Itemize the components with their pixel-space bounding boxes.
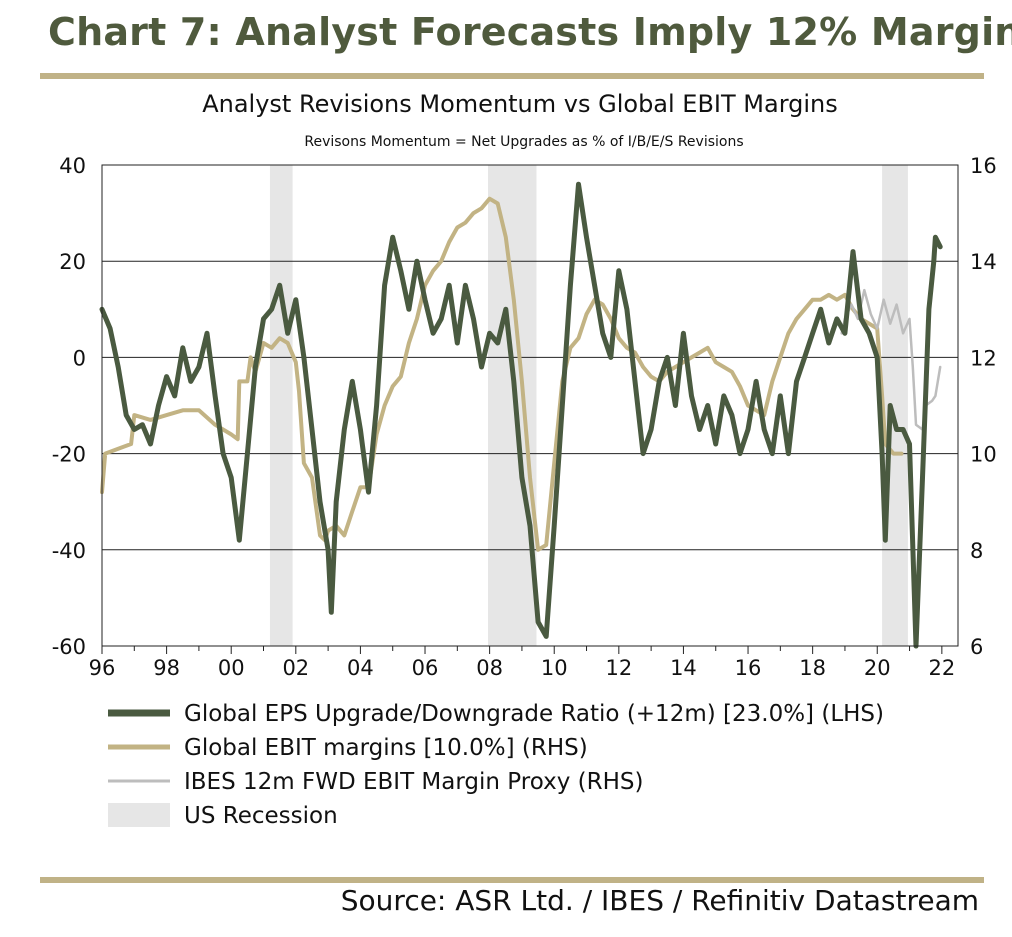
y-left-tick-label--20: -20 <box>52 443 86 467</box>
x-tick-label-12: 12 <box>605 656 632 680</box>
legend-label-3: US Recession <box>184 803 338 829</box>
x-tick-label-00: 00 <box>218 656 245 680</box>
top-divider <box>40 73 984 79</box>
gridlines <box>102 260 958 551</box>
y-left-tick-label-0: 0 <box>73 346 86 370</box>
y-left-tick-label-20: 20 <box>59 250 86 274</box>
y-left-tick-label-40: 40 <box>59 154 86 178</box>
x-tick-label-08: 08 <box>476 656 503 680</box>
y-right-tick-label-14: 14 <box>970 250 997 274</box>
axis-ticks <box>101 646 943 654</box>
legend-swatch-3 <box>108 803 170 827</box>
x-tick-label-04: 04 <box>347 656 374 680</box>
legend-label-1: Global EBIT margins [10.0%] (RHS) <box>184 735 588 761</box>
y-left-tick-label--40: -40 <box>52 539 86 563</box>
x-tick-label-06: 06 <box>412 656 439 680</box>
y-right-tick-label-12: 12 <box>970 346 997 370</box>
source-note: Source: ASR Ltd. / IBES / Refinitiv Data… <box>340 884 979 917</box>
recession-band-2 <box>882 165 908 646</box>
x-tick-label-16: 16 <box>735 656 762 680</box>
recession-band-0 <box>269 165 293 646</box>
y-left-tick-label--60: -60 <box>52 635 86 659</box>
y-right-tick-label-16: 16 <box>970 154 997 178</box>
y-right-tick-label-6: 6 <box>970 635 983 659</box>
legend: Global EPS Upgrade/Downgrade Ratio (+12m… <box>108 701 884 829</box>
x-tick-label-96: 96 <box>89 656 116 680</box>
recession-band-1 <box>488 165 537 646</box>
recession-bands <box>269 165 908 646</box>
legend-label-0: Global EPS Upgrade/Downgrade Ratio (+12m… <box>184 701 884 727</box>
legend-label-2: IBES 12m FWD EBIT Margin Proxy (RHS) <box>184 769 643 795</box>
plot-frame <box>101 164 959 647</box>
chart: 40 16 20 14 0 12 -20 10 -40 8 -60 6 96 98 00 02 04 06 08 10… <box>52 90 997 829</box>
x-tick-label-14: 14 <box>670 656 697 680</box>
x-tick-label-20: 20 <box>864 656 891 680</box>
x-tick-label-98: 98 <box>153 656 180 680</box>
x-tick-label-18: 18 <box>799 656 826 680</box>
x-tick-label-22: 22 <box>928 656 955 680</box>
x-tick-label-02: 02 <box>282 656 309 680</box>
series-lines <box>99 181 943 649</box>
bottom-divider <box>40 877 984 883</box>
x-tick-label-10: 10 <box>541 656 568 680</box>
plot-title: Analyst Revisions Momentum vs Global EBI… <box>202 90 838 118</box>
plot-subtitle: Revisons Momentum = Net Upgrades as % of… <box>304 134 743 150</box>
chart-text: 40 16 20 14 0 12 -20 10 -40 8 -60 6 96 98 00 02 04 06 08 10… <box>52 90 997 680</box>
y-right-tick-label-10: 10 <box>970 443 997 467</box>
ebit-margin-line <box>100 196 904 552</box>
y-right-tick-label-8: 8 <box>970 539 983 563</box>
eps-ratio-line <box>99 181 943 649</box>
chart-title: Chart 7: Analyst Forecasts Imply 12% Mar… <box>48 10 1012 54</box>
